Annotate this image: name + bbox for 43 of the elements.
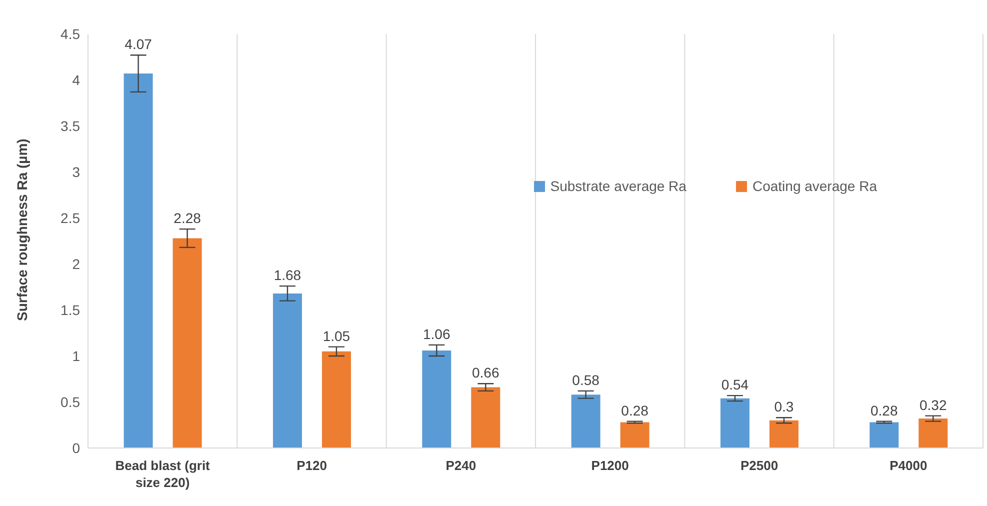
x-tick-label: P1200: [591, 458, 629, 473]
bar: [422, 350, 452, 448]
data-label: 1.68: [274, 267, 302, 284]
y-tick-label: 4: [72, 72, 80, 88]
bar: [272, 293, 302, 448]
data-label: 0.54: [721, 376, 749, 393]
y-tick-label: 1.5: [60, 302, 80, 318]
data-label: 2.28: [174, 210, 202, 226]
bar: [322, 351, 351, 448]
y-tick-label: 0.5: [60, 394, 80, 410]
y-tick-label: 3.5: [60, 118, 80, 134]
y-tick-label: 3: [72, 164, 80, 180]
data-label: 0.28: [870, 402, 898, 418]
bar: [124, 74, 153, 448]
data-label: 4.07: [124, 36, 152, 52]
y-tick-label: 2: [72, 256, 80, 272]
y-tick-label: 2.5: [60, 210, 80, 226]
data-label: 0.3: [774, 398, 794, 415]
data-label: 1.05: [322, 328, 350, 344]
bar: [471, 387, 500, 448]
x-tick-label: P120: [296, 458, 327, 473]
bar: [870, 422, 899, 448]
data-label: 0.28: [621, 402, 649, 418]
legend-label: Coating average Ra: [751, 178, 877, 194]
x-tick-label: P240: [446, 458, 476, 473]
bar: [172, 238, 202, 448]
data-label: 0.66: [472, 364, 500, 381]
y-axis-title: Surface roughness Ra (µm): [14, 138, 30, 321]
y-tick-label: 0: [72, 440, 80, 456]
x-tick-label: Bead blast (grit size 220): [115, 458, 211, 490]
y-tick-label: 4.5: [60, 26, 80, 42]
x-tick-label: P2500: [740, 458, 778, 473]
data-label: 0.32: [920, 396, 947, 413]
data-label: 0.58: [572, 372, 600, 388]
bar: [918, 418, 948, 448]
legend-label: Substrate average Ra: [549, 178, 686, 194]
bar: [720, 398, 750, 448]
bar: [620, 422, 650, 448]
data-label: 1.06: [423, 326, 450, 342]
bar: [571, 394, 600, 448]
x-tick-label: P4000: [890, 458, 928, 473]
y-tick-label: 1: [72, 348, 80, 364]
bar: [769, 420, 798, 448]
